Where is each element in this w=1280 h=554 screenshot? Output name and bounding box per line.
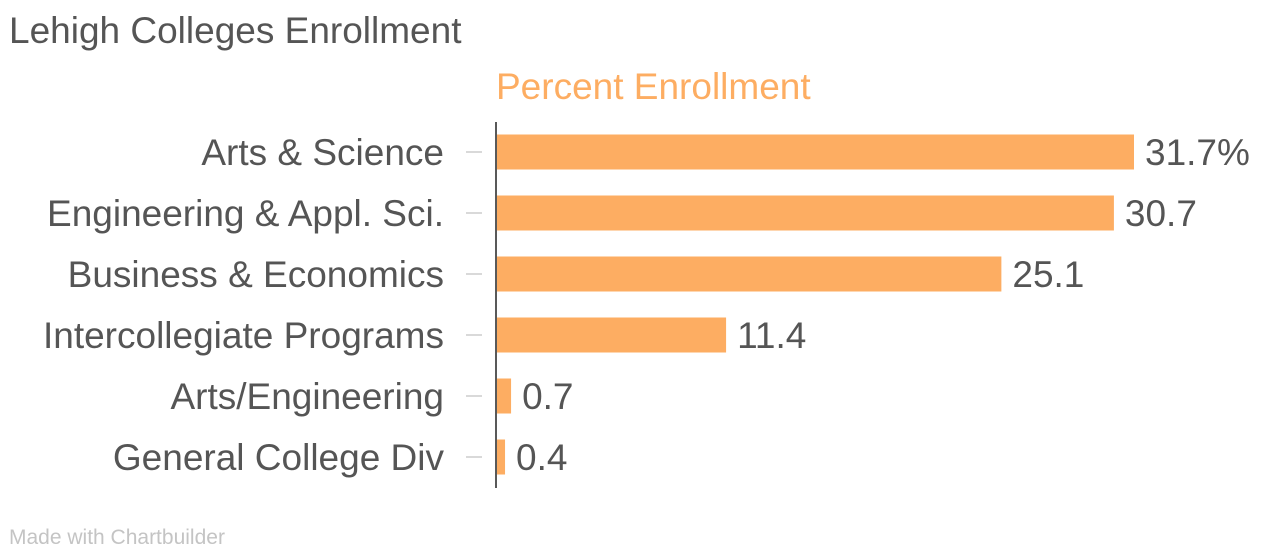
data-label: 31.7% xyxy=(1145,132,1250,173)
chart-title: Lehigh Colleges Enrollment xyxy=(9,10,462,51)
bar xyxy=(497,195,1114,231)
category-label: General College Div xyxy=(113,437,445,478)
series-legend-label: Percent Enrollment xyxy=(496,66,811,107)
bar xyxy=(497,317,727,353)
data-label: 30.7 xyxy=(1125,193,1197,234)
category-label: Business & Economics xyxy=(68,254,444,295)
bar xyxy=(497,134,1134,170)
bar xyxy=(497,256,1002,292)
data-label: 0.7 xyxy=(522,376,573,417)
bar xyxy=(497,378,512,414)
category-label: Arts/Engineering xyxy=(170,376,444,417)
data-label: 25.1 xyxy=(1012,254,1084,295)
data-label: 11.4 xyxy=(737,315,806,356)
category-label: Engineering & Appl. Sci. xyxy=(47,193,444,234)
category-label: Intercollegiate Programs xyxy=(43,315,444,356)
chartbuilder-credit: Made with Chartbuilder xyxy=(9,526,225,549)
category-label: Arts & Science xyxy=(201,132,444,173)
bar xyxy=(497,439,506,475)
data-label: 0.4 xyxy=(516,437,567,478)
